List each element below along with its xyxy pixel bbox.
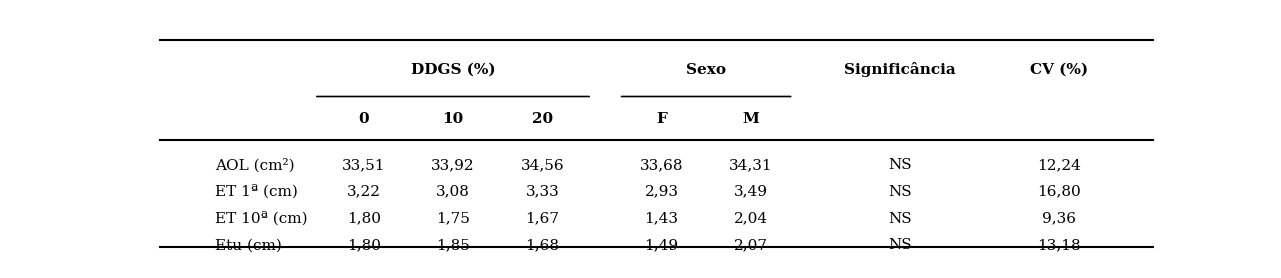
Text: Etu (cm): Etu (cm): [215, 238, 282, 252]
Text: 1,75: 1,75: [436, 212, 470, 225]
Text: 3,22: 3,22: [347, 185, 380, 199]
Text: 0: 0: [359, 112, 369, 126]
Text: 3,33: 3,33: [525, 185, 560, 199]
Text: 20: 20: [532, 112, 553, 126]
Text: 9,36: 9,36: [1041, 212, 1076, 225]
Text: ET 1ª (cm): ET 1ª (cm): [215, 185, 297, 199]
Text: ET 10ª (cm): ET 10ª (cm): [215, 211, 307, 226]
Text: 1,49: 1,49: [644, 238, 679, 252]
Text: CV (%): CV (%): [1030, 63, 1088, 77]
Text: 33,51: 33,51: [342, 158, 386, 172]
Text: 1,80: 1,80: [347, 238, 380, 252]
Text: 16,80: 16,80: [1036, 185, 1080, 199]
Text: M: M: [743, 112, 760, 126]
Text: 1,80: 1,80: [347, 212, 380, 225]
Text: 2,07: 2,07: [734, 238, 767, 252]
Text: 1,68: 1,68: [525, 238, 560, 252]
Text: 34,31: 34,31: [729, 158, 772, 172]
Text: 2,04: 2,04: [734, 212, 767, 225]
Text: 3,49: 3,49: [734, 185, 767, 199]
Text: 3,08: 3,08: [436, 185, 470, 199]
Text: 10: 10: [442, 112, 464, 126]
Text: NS: NS: [888, 238, 912, 252]
Text: NS: NS: [888, 158, 912, 172]
Text: NS: NS: [888, 185, 912, 199]
Text: F: F: [656, 112, 667, 126]
Text: NS: NS: [888, 212, 912, 225]
Text: AOL (cm²): AOL (cm²): [215, 158, 295, 172]
Text: 1,67: 1,67: [525, 212, 560, 225]
Text: 2,93: 2,93: [644, 185, 679, 199]
Text: 33,68: 33,68: [639, 158, 683, 172]
Text: 12,24: 12,24: [1036, 158, 1081, 172]
Text: 33,92: 33,92: [432, 158, 475, 172]
Text: 1,43: 1,43: [644, 212, 679, 225]
Text: 1,85: 1,85: [436, 238, 470, 252]
Text: DDGS (%): DDGS (%): [411, 63, 496, 77]
Text: Sexo: Sexo: [687, 63, 726, 77]
Text: Significância: Significância: [844, 62, 956, 77]
Text: 34,56: 34,56: [520, 158, 564, 172]
Text: 13,18: 13,18: [1036, 238, 1080, 252]
